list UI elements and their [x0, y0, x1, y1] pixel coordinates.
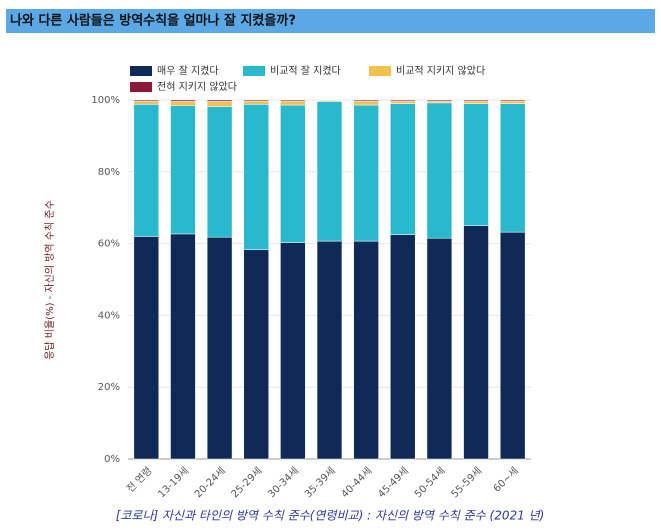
bar-segment [170, 101, 196, 106]
bar-segment [353, 104, 379, 242]
legend-swatch [369, 66, 391, 76]
legend-swatch [130, 66, 152, 76]
bar-segment [206, 99, 233, 102]
bar-segment [316, 101, 343, 242]
bar-segment [170, 105, 196, 235]
y-tick-label: 20% [98, 382, 120, 393]
bar-segment [426, 102, 453, 239]
x-tick-label: 35-39세 [302, 465, 338, 501]
y-axis-label: 응답 비율(%) - 자신의 방역 수칙 준수 [44, 200, 56, 360]
legend-label: 비교적 지키지 않았다 [396, 65, 485, 77]
bar-segment [426, 100, 453, 104]
bar-segment [280, 104, 306, 243]
bar-segment [426, 99, 453, 102]
y-tick-label: 40% [98, 310, 120, 321]
y-tick-label: 60% [98, 239, 120, 250]
x-tick-label: 40-44세 [339, 465, 375, 501]
x-tick-label: 30-34세 [266, 465, 302, 501]
y-tick-label: 100% [91, 95, 120, 106]
bar-segment [206, 236, 233, 460]
legend-label: 전혀 지키지 않았다 [157, 81, 237, 93]
bar-segment [170, 233, 196, 460]
x-tick-label: 60~세 [491, 465, 521, 495]
bar-segment [170, 99, 196, 102]
bar-segment [133, 236, 160, 460]
bar-segment [243, 104, 269, 250]
bar-segment [463, 103, 489, 226]
legend-swatch [243, 66, 265, 76]
bar-segment [353, 99, 379, 102]
x-tick-label: 전 연령 [124, 465, 154, 495]
bar-segment [390, 234, 416, 460]
bar-segment [206, 101, 233, 107]
legend-swatch [130, 82, 152, 92]
bar-segment [133, 100, 160, 105]
x-tick-label: 50-54세 [412, 465, 448, 501]
bar-segment [316, 240, 343, 460]
bar-segment [353, 100, 379, 106]
legend-label: 비교적 잘 지켰다 [270, 64, 341, 77]
bar-segment [499, 100, 526, 104]
x-tick-label: 45-49세 [375, 465, 411, 501]
title-bar [6, 9, 655, 33]
bar-segment [463, 225, 489, 460]
x-tick-label: 25-29세 [229, 465, 265, 501]
legend-label: 매우 잘 지켰다 [157, 64, 219, 77]
chart-title: 나와 다른 사람들은 방역수칙을 얼마나 잘 지켰을까? [10, 13, 296, 29]
bar-segment [243, 99, 269, 102]
bar-segment [280, 242, 306, 460]
x-tick-label: 13-19세 [156, 465, 192, 501]
bar-segment [499, 99, 526, 102]
bar-segment [390, 100, 416, 104]
x-tick-label: 55-59세 [449, 465, 485, 501]
bar-segment [463, 99, 489, 102]
bar-segment [280, 99, 306, 102]
bar-segment [243, 100, 269, 105]
y-tick-label: 0% [104, 454, 120, 465]
bar-segment [499, 231, 526, 460]
bar-segment [133, 104, 160, 237]
bar-segment [463, 100, 489, 104]
bar-segment [390, 99, 416, 102]
bar-segment [426, 237, 453, 460]
bar-segment [390, 103, 416, 235]
bar-segment [353, 240, 379, 460]
bar-segment [243, 249, 269, 460]
x-tick-label: 20-24세 [192, 465, 228, 501]
bar-segment [499, 103, 526, 233]
bar-segment [280, 100, 306, 106]
caption: [코로나] 자신과 타인의 방역 수칙 준수(연령비교) : 자신의 방역 수칙… [116, 509, 545, 523]
bar-segment [206, 106, 233, 238]
bar-segment [133, 99, 160, 102]
y-tick-label: 80% [98, 167, 120, 178]
